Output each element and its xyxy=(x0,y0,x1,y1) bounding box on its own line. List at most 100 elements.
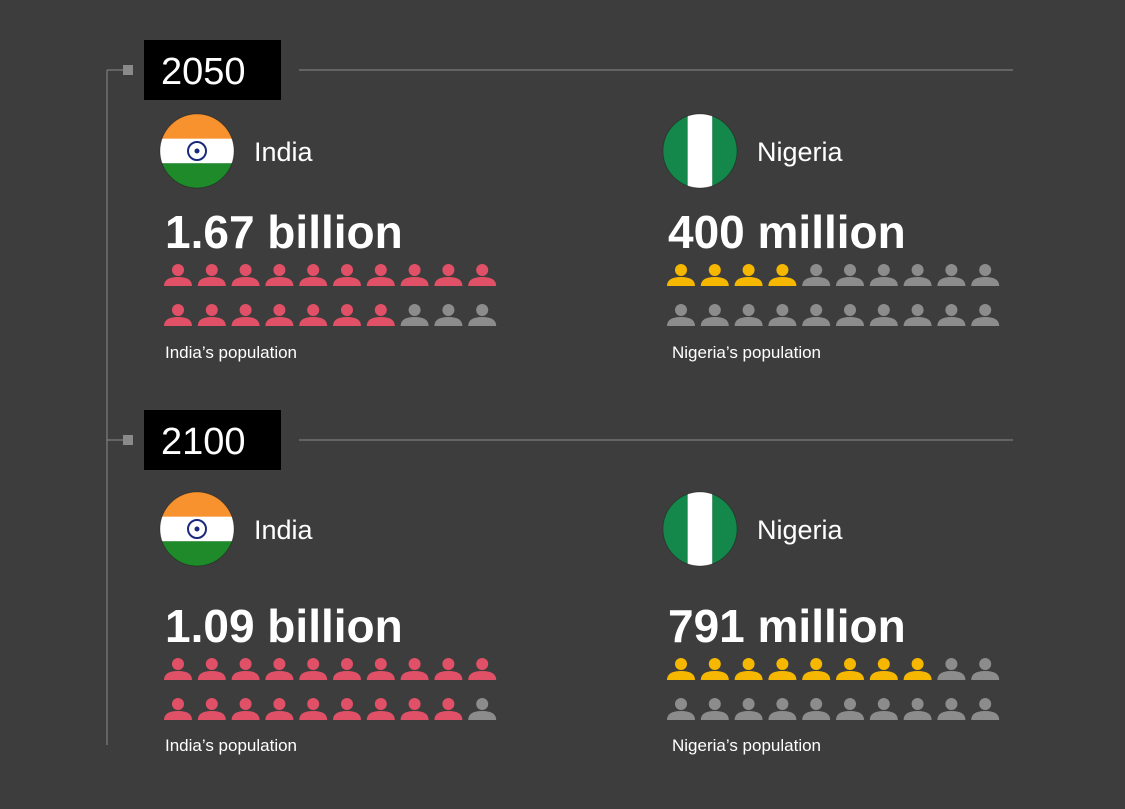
icon-head xyxy=(945,658,958,670)
person-icon xyxy=(299,698,328,720)
icon-head xyxy=(205,264,218,276)
flag-band xyxy=(687,114,713,188)
icon-body xyxy=(164,711,192,720)
icon-head xyxy=(239,698,252,710)
icon-body xyxy=(265,277,294,286)
person-icon xyxy=(197,264,226,286)
person-icon xyxy=(265,658,294,680)
flag-band xyxy=(687,492,713,566)
flag-rim xyxy=(662,113,738,189)
person-icon xyxy=(468,264,497,286)
timeline-marker xyxy=(123,435,133,445)
icon-head xyxy=(341,698,353,710)
icon-head xyxy=(708,304,721,316)
person-icon xyxy=(869,698,898,720)
person-icon xyxy=(903,304,932,326)
person-icon xyxy=(333,304,361,326)
icon-head xyxy=(742,304,755,316)
population-value: 1.67 billion xyxy=(165,206,403,258)
person-icon xyxy=(164,264,192,286)
person-icon xyxy=(937,304,966,326)
icon-head xyxy=(239,264,252,276)
icon-body xyxy=(400,671,429,680)
icon-head xyxy=(273,264,286,276)
icon-body xyxy=(299,317,328,326)
caption: Nigeria’s population xyxy=(672,736,821,755)
icon-body xyxy=(836,317,864,326)
icon-body xyxy=(667,671,695,680)
person-icon xyxy=(434,264,463,286)
icon-head xyxy=(341,264,353,276)
icon-head xyxy=(172,264,184,276)
person-icon xyxy=(768,658,797,680)
person-icon xyxy=(434,658,463,680)
icon-body xyxy=(434,671,463,680)
person-icon xyxy=(197,698,226,720)
icon-body xyxy=(265,317,294,326)
icon-body xyxy=(971,317,1000,326)
icon-head xyxy=(476,304,489,316)
icon-body xyxy=(366,317,395,326)
person-icon xyxy=(667,698,695,720)
icon-body xyxy=(667,711,695,720)
person-icon xyxy=(802,698,831,720)
icon-body xyxy=(903,317,932,326)
icon-head xyxy=(205,304,218,316)
person-icon xyxy=(197,658,226,680)
person-icon xyxy=(700,304,729,326)
person-icon xyxy=(400,698,429,720)
icon-head xyxy=(911,264,924,276)
person-icon xyxy=(400,264,429,286)
icon-body xyxy=(197,671,226,680)
person-icon xyxy=(231,658,260,680)
icon-body xyxy=(802,711,831,720)
icon-body xyxy=(434,277,463,286)
icon-body xyxy=(434,317,463,326)
person-icon xyxy=(434,304,463,326)
person-icon xyxy=(971,658,1000,680)
person-icon xyxy=(265,304,294,326)
person-icon xyxy=(164,658,192,680)
icon-body xyxy=(869,671,898,680)
icon-head xyxy=(273,658,286,670)
icon-body xyxy=(333,711,361,720)
caption: India’s population xyxy=(165,343,297,362)
icon-head xyxy=(374,304,387,316)
icon-body xyxy=(937,277,966,286)
person-icon xyxy=(802,658,831,680)
icon-body xyxy=(434,711,463,720)
icon-head xyxy=(979,698,992,710)
person-icon xyxy=(700,698,729,720)
icon-head xyxy=(776,658,789,670)
icon-body xyxy=(333,277,361,286)
person-icon xyxy=(836,304,864,326)
icon-body xyxy=(734,317,763,326)
icon-head xyxy=(877,304,890,316)
icon-head xyxy=(945,304,958,316)
icon-body xyxy=(700,317,729,326)
caption: India’s population xyxy=(165,736,297,755)
icon-body xyxy=(869,277,898,286)
icon-head xyxy=(979,658,992,670)
icon-head xyxy=(877,658,890,670)
icon-head xyxy=(307,658,320,670)
icon-body xyxy=(802,671,831,680)
person-icon xyxy=(802,264,831,286)
person-icon xyxy=(937,264,966,286)
icon-body xyxy=(903,277,932,286)
country-name: Nigeria xyxy=(757,137,844,167)
person-icon xyxy=(667,264,695,286)
icon-head xyxy=(675,698,687,710)
icon-head xyxy=(442,264,455,276)
icon-head xyxy=(911,698,924,710)
icon-body xyxy=(700,711,729,720)
icon-body xyxy=(768,711,797,720)
person-icon xyxy=(333,658,361,680)
person-icon xyxy=(468,304,497,326)
person-icon xyxy=(836,264,864,286)
icon-body xyxy=(802,277,831,286)
icon-body xyxy=(468,671,497,680)
person-icon xyxy=(400,304,429,326)
person-icon xyxy=(231,264,260,286)
